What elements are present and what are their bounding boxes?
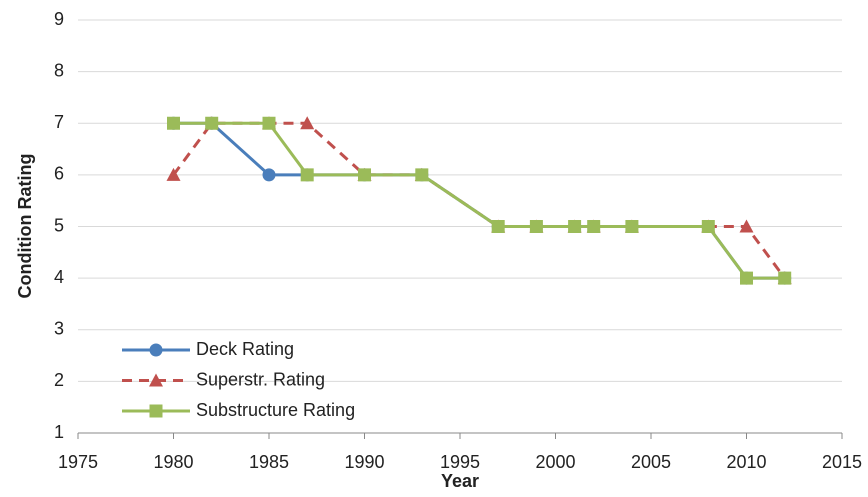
marker	[740, 271, 753, 285]
x-axis-label: Year	[441, 471, 479, 491]
x-tick-label: 2005	[631, 452, 671, 472]
x-tick-label: 1995	[440, 452, 480, 472]
x-tick-label: 2000	[535, 452, 575, 472]
marker	[262, 116, 276, 130]
x-tick-label: 1990	[344, 452, 384, 472]
marker	[358, 168, 371, 182]
marker	[166, 167, 181, 181]
y-tick-label: 4	[54, 267, 64, 287]
series-line	[172, 121, 786, 280]
marker	[587, 220, 601, 233]
marker	[167, 116, 180, 130]
marker	[205, 116, 219, 130]
y-tick-label: 9	[54, 9, 64, 29]
marker	[300, 116, 315, 130]
y-tick-label: 1	[54, 422, 64, 442]
y-tick-label: 3	[54, 319, 64, 339]
x-tick-label: 2010	[726, 452, 766, 472]
marker	[149, 343, 163, 357]
legend-label: Superstr. Rating	[196, 369, 325, 389]
marker	[739, 219, 754, 233]
legend-label: Deck Rating	[196, 339, 294, 359]
marker	[701, 220, 715, 233]
y-tick-label: 6	[54, 164, 64, 184]
series-line	[173, 121, 785, 280]
y-tick-label: 2	[54, 370, 64, 390]
marker	[778, 271, 792, 285]
marker	[262, 168, 276, 182]
marker	[415, 168, 429, 182]
marker	[568, 220, 582, 233]
x-tick-label: 1980	[153, 452, 193, 472]
x-tick-label: 2015	[822, 452, 862, 472]
marker	[491, 220, 505, 233]
y-tick-label: 5	[54, 215, 64, 235]
y-tick-label: 7	[54, 112, 64, 132]
marker	[149, 373, 163, 387]
marker	[529, 220, 543, 233]
series-line	[173, 121, 785, 280]
y-tick-label: 8	[54, 60, 64, 80]
y-axis-label: Condition Rating	[15, 154, 35, 299]
marker	[300, 168, 314, 182]
x-tick-label: 1985	[249, 452, 289, 472]
marker	[625, 220, 639, 233]
x-tick-label: 1975	[58, 452, 98, 472]
marker	[149, 404, 163, 418]
legend-label: Substructure Rating	[196, 400, 355, 420]
